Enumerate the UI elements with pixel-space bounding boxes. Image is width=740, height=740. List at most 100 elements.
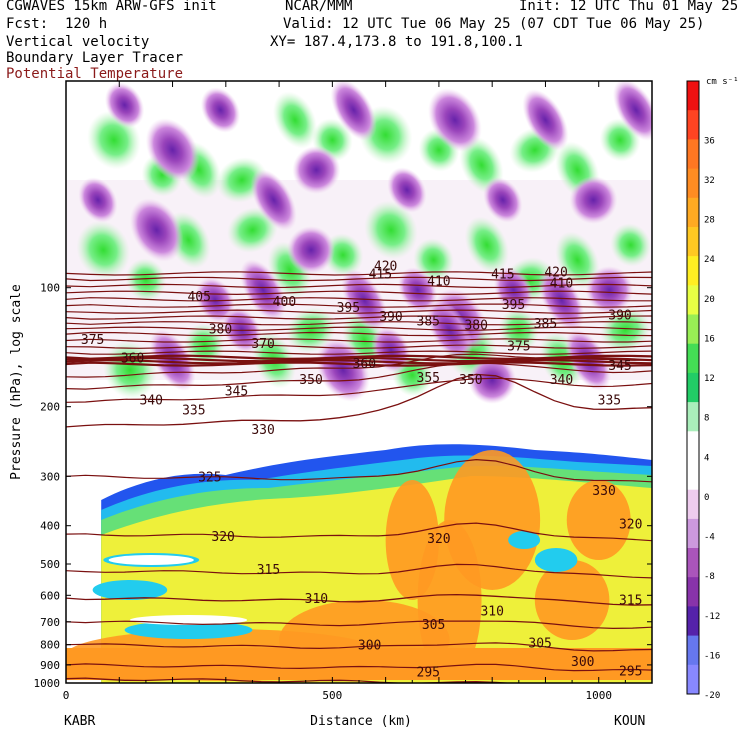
colorbar-label: 32 — [704, 176, 715, 186]
downdraft-cell — [387, 167, 427, 213]
downdraft-cell — [78, 177, 118, 223]
field-boundary-layer-tracer: Boundary Layer Tracer — [6, 50, 184, 66]
colorbar-label: 16 — [704, 335, 715, 345]
theta-label: 340 — [139, 394, 162, 409]
colorbar-label: 0 — [704, 493, 709, 503]
theta-contour — [66, 362, 652, 390]
x-tick-label: 1000 — [585, 689, 612, 702]
theta-label: 345 — [225, 385, 248, 400]
y-tick-label: 1000 — [34, 677, 61, 690]
tracer-core — [534, 560, 610, 640]
model-title: CGWAVES 15km ARW-GFS init — [6, 0, 217, 14]
downdraft-cell — [569, 176, 618, 224]
tracer-core — [566, 480, 631, 560]
theta-label: 410 — [550, 276, 573, 291]
y-tick-label: 900 — [40, 659, 60, 672]
theta-label: 415 — [369, 267, 392, 282]
colorbar-label: -4 — [704, 533, 715, 543]
downdraft-cell — [483, 177, 523, 223]
downdraft-cell — [240, 259, 287, 321]
theta-label: 330 — [592, 484, 615, 499]
downdraft-cell — [287, 226, 336, 274]
colorbar-label: 12 — [704, 374, 715, 384]
downdraft-cell — [565, 329, 612, 391]
theta-label: 420 — [544, 266, 567, 281]
colorbar-label: -20 — [704, 691, 720, 701]
valid-time: Valid: 12 UTC Tue 06 May 25 (07 CDT Tue … — [283, 16, 705, 32]
theta-contour — [66, 271, 652, 276]
x-axis-label: Distance (km) — [310, 714, 412, 729]
downdraft-cell — [612, 81, 652, 141]
y-tick-label: 200 — [40, 401, 60, 414]
downdraft-cell — [468, 356, 517, 404]
init-time: Init: 12 UTC Thu 01 May 25 — [519, 0, 739, 14]
y-tick-label: 500 — [40, 558, 60, 571]
downdraft-cell — [200, 87, 241, 133]
theta-label: 410 — [427, 275, 450, 290]
theta-label: 295 — [417, 665, 440, 680]
colorbar-swatch — [687, 635, 699, 666]
theta-contour — [66, 297, 652, 302]
theta-label: 385 — [534, 317, 557, 332]
theta-label: 335 — [182, 403, 205, 418]
colorbar-frame — [686, 80, 700, 695]
theta-contour — [66, 642, 652, 652]
theta-contour — [66, 283, 652, 289]
theta-label: 295 — [619, 665, 642, 680]
theta-label: 390 — [379, 310, 402, 325]
colorbar-label: 8 — [704, 414, 709, 424]
theta-label: 355 — [417, 371, 440, 386]
theta-label: 315 — [257, 563, 280, 578]
colorbar-swatch — [687, 489, 699, 520]
colorbar-swatch — [687, 81, 699, 111]
tracer-filament — [508, 531, 541, 549]
updraft-cell — [272, 91, 318, 149]
theta-contour — [66, 331, 652, 337]
theta-label: 340 — [550, 373, 573, 388]
colorbar-label: 36 — [704, 136, 715, 146]
colorbar-label: -16 — [704, 651, 720, 661]
theta-label: 395 — [337, 301, 360, 316]
theta-contour — [66, 290, 652, 296]
downdraft-cell — [428, 88, 482, 152]
forecast-hour: Fcst: 120 h — [6, 16, 108, 32]
theta-label: 300 — [571, 655, 594, 670]
theta-label: 395 — [502, 298, 525, 313]
downdraft-cell — [149, 329, 196, 391]
colorbar-label: -12 — [704, 612, 720, 622]
theta-contour — [66, 309, 652, 314]
y-tick-label: 100 — [40, 282, 60, 295]
theta-label: 420 — [374, 260, 397, 275]
y-axis-label: Pressure (hPa), log scale — [9, 284, 24, 480]
colorbar-swatch — [687, 197, 699, 228]
colorbar-swatch — [687, 139, 699, 170]
theta-contour — [66, 326, 652, 331]
theta-contour — [66, 353, 652, 378]
theta-label: 300 — [358, 639, 381, 654]
theta-contour — [66, 321, 652, 326]
theta-label: 400 — [273, 295, 296, 310]
theta-label: 320 — [619, 518, 642, 533]
theta-contour — [66, 522, 652, 542]
downdraft-cell — [330, 81, 377, 141]
theta-label: 350 — [299, 373, 322, 388]
theta-label: 325 — [198, 470, 221, 485]
downdraft-cell — [104, 82, 145, 128]
colorbar-swatch — [687, 372, 699, 403]
tracer-filament — [124, 621, 253, 639]
theta-contour — [66, 620, 652, 630]
center-label: NCAR/MMM — [285, 0, 353, 14]
y-tick-label: 700 — [40, 616, 60, 629]
tracer-surface-layer — [66, 648, 652, 680]
tracer-core — [385, 480, 439, 600]
theta-label: 385 — [417, 314, 440, 329]
theta-label: 310 — [480, 604, 503, 619]
y-tick-label: 800 — [40, 639, 60, 652]
theta-label: 345 — [608, 359, 631, 374]
downdraft-cell — [493, 267, 534, 313]
theta-contour — [66, 276, 652, 282]
theta-label: 375 — [81, 333, 104, 348]
downdraft-cell — [292, 146, 341, 194]
start-station-label: KABR — [64, 714, 95, 729]
